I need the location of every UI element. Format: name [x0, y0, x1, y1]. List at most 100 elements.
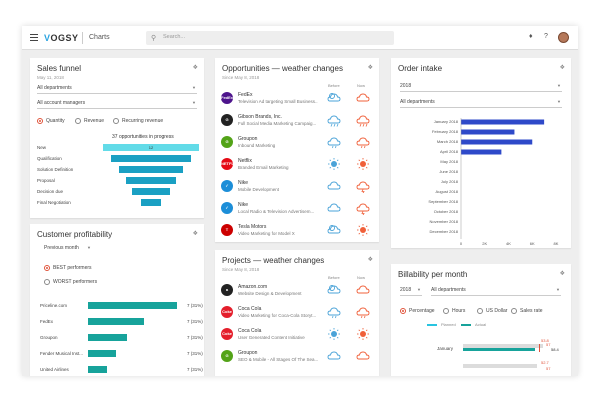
- funnel-stage-label: Decision due: [37, 189, 64, 194]
- profitability-value: 7 (31%): [187, 319, 203, 324]
- performers-radio-0[interactable]: BEST performers: [44, 265, 92, 271]
- order-intake-bar[interactable]: [461, 139, 533, 145]
- funnel-stage-bar[interactable]: [131, 188, 171, 195]
- item-description: User Generated Content Initiative: [238, 335, 305, 340]
- list-item[interactable]: G Groupon SEO & Mobile - All Stages Of The…: [215, 346, 379, 368]
- legend-actual: Actual: [475, 322, 487, 327]
- billability-radio-2[interactable]: US Dollar: [477, 308, 507, 314]
- billability-radio-1[interactable]: Hours: [443, 308, 465, 314]
- year-select[interactable]: 2018 ▼: [400, 82, 562, 92]
- customer-name: Priceline.com: [40, 303, 68, 308]
- performers-radio-1[interactable]: WORST performers: [44, 279, 97, 285]
- card-title: Sales funnel: [37, 64, 82, 73]
- list-item[interactable]: G Groupon Inbound Marketing: [215, 132, 379, 154]
- company-name: Groupon: [238, 350, 258, 356]
- funnel-stage-bar[interactable]: [103, 144, 199, 151]
- help-icon[interactable]: ?: [544, 33, 548, 40]
- company-logo-icon: ✓: [221, 180, 233, 192]
- order-intake-bar[interactable]: [461, 149, 502, 155]
- order-intake-bar[interactable]: [461, 119, 545, 125]
- list-item[interactable]: Coke Coca Cola Video Marketing for Coca-Co…: [215, 302, 379, 324]
- radio-dot: [75, 118, 81, 124]
- pin-icon[interactable]: ❖: [192, 65, 198, 71]
- app-screen: VOGSY Charts ⚲ Search... ♦ ? Sales funne…: [22, 26, 578, 376]
- list-item[interactable]: Coke Coca Cola User Generated Content Init…: [215, 324, 379, 346]
- sun-orange-weather-icon: [356, 157, 370, 171]
- profitability-bar[interactable]: [88, 350, 116, 357]
- card-title: Opportunities — weather changes: [222, 64, 343, 73]
- list-item[interactable]: ✓ Nike Mobile Development: [215, 176, 379, 198]
- pin-icon[interactable]: ❖: [559, 65, 565, 71]
- funnel-stage-bar[interactable]: [110, 155, 192, 162]
- category-tick-label: March 2018: [437, 139, 459, 144]
- company-logo-icon: ✓: [221, 202, 233, 214]
- company-logo-icon: Coke: [221, 306, 233, 318]
- list-item[interactable]: FedEx FedEx Television Ad targeting Small …: [215, 88, 379, 110]
- funnel-radio-1[interactable]: Revenue: [75, 118, 104, 124]
- profitability-bar[interactable]: [88, 302, 178, 309]
- funnel-stage-bar[interactable]: [126, 177, 176, 184]
- funnel-radio-2[interactable]: Recurring revenue: [113, 118, 163, 124]
- profitability-bar[interactable]: [88, 366, 108, 373]
- company-name: Coca Cola: [238, 306, 262, 312]
- list-item[interactable]: a Amazon.com Website Design & Development: [215, 280, 379, 302]
- page-title: Charts: [89, 34, 110, 41]
- pin-icon[interactable]: ❖: [559, 271, 565, 277]
- search-placeholder: Search...: [163, 34, 186, 40]
- search-input[interactable]: ⚲ Search...: [146, 31, 394, 45]
- profitability-bar[interactable]: [88, 318, 144, 325]
- rain-weather-icon: [327, 113, 341, 127]
- billability-radio-3[interactable]: Sales rate: [511, 308, 543, 314]
- category-tick-label: January 2018: [434, 119, 459, 124]
- item-description: Website Design & Development: [238, 291, 302, 296]
- value-label: 53.8: [541, 338, 549, 343]
- cloud-weather-icon: [327, 201, 341, 215]
- pin-icon[interactable]: ❖: [367, 65, 373, 71]
- sun-weather-icon: [327, 157, 341, 171]
- list-item[interactable]: ✓ Nike Local Radio & Television Advertisem…: [215, 198, 379, 220]
- radio-label: Sales rate: [520, 308, 543, 314]
- company-logo-icon: FedEx: [221, 92, 233, 104]
- profitability-bar[interactable]: [88, 334, 128, 341]
- funnel-stage-bar[interactable]: [141, 199, 161, 206]
- radio-dot: [44, 265, 50, 271]
- menu-icon[interactable]: [30, 34, 38, 41]
- department-select[interactable]: All departments ▼: [37, 84, 197, 94]
- chevron-down-icon: ▼: [556, 287, 560, 292]
- card-subtitle: Since May 8, 2018: [222, 267, 260, 272]
- department-select[interactable]: All departments ▼: [400, 98, 562, 108]
- item-description: Mobile Development: [238, 187, 280, 192]
- column-before: Before: [328, 83, 340, 88]
- month-label: January: [437, 346, 454, 351]
- partly-weather-icon: [327, 91, 341, 105]
- period-select[interactable]: Previous month ▼: [44, 245, 91, 251]
- notifications-icon[interactable]: ♦: [529, 33, 533, 40]
- company-logo-icon: G: [221, 350, 233, 362]
- year-select[interactable]: 2018 ▼: [400, 286, 422, 296]
- list-item[interactable]: T Tesla Motors Video Marketing for Model X: [215, 220, 379, 242]
- list-item[interactable]: G Gibson Brands, Inc. Full Social Media Ma…: [215, 110, 379, 132]
- funnel-radio-0[interactable]: Quantity: [37, 118, 65, 124]
- x-tick-label: 4K: [506, 241, 511, 246]
- search-icon: ⚲: [151, 35, 157, 42]
- pin-icon[interactable]: ❖: [367, 257, 373, 263]
- funnel-stage-bar[interactable]: [119, 166, 183, 173]
- category-tick-label: December 2018: [430, 229, 459, 234]
- avatar[interactable]: [558, 32, 569, 43]
- partly-weather-icon: [327, 223, 341, 237]
- value-label: 57: [546, 342, 551, 347]
- item-description: Television Ad targeting Small Business..…: [238, 99, 318, 104]
- radio-dot: [37, 118, 43, 124]
- target-line: [539, 344, 540, 352]
- company-logo-icon: T: [221, 224, 233, 236]
- list-item[interactable]: NETFLIX Netflix Branded Email Marketing: [215, 154, 379, 176]
- account-manager-select[interactable]: All account managers ▼: [37, 99, 197, 109]
- app-logo[interactable]: VOGSY: [44, 33, 79, 43]
- partly-weather-icon: [327, 283, 341, 297]
- order-intake-card: Order intake ❖ 2018 ▼ All departments ▼ Ja…: [391, 58, 571, 248]
- pin-icon[interactable]: ❖: [192, 231, 198, 237]
- department-select[interactable]: All departments ▼: [431, 286, 561, 296]
- billability-radio-0[interactable]: Percentage: [400, 308, 435, 314]
- radio-dot: [443, 308, 449, 314]
- order-intake-bar[interactable]: [461, 129, 515, 135]
